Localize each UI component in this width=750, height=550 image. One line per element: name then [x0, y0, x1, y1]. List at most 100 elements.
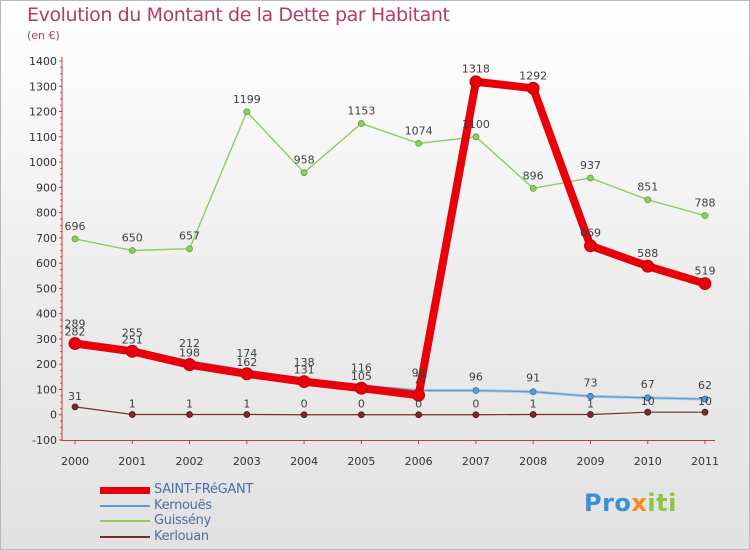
data-label-kernoues-2006: 96	[412, 366, 426, 379]
data-point-guisseny-2006	[415, 139, 423, 147]
chart-subtitle: (en €)	[27, 29, 60, 42]
data-label-kernoues-2009: 73	[583, 376, 597, 389]
legend-label-kerlouan: Kerlouan	[154, 529, 209, 544]
data-label-kerlouan-2011: 10	[698, 395, 712, 408]
data-label-saint-fregant-2010: 588	[637, 247, 658, 260]
data-label-saint-fregant-2009: 669	[580, 227, 601, 240]
data-label-kerlouan-2003: 1	[243, 397, 250, 410]
data-point-kerlouan-2011	[701, 408, 709, 416]
data-label-kerlouan-2002: 1	[186, 397, 193, 410]
legend-item-saint-fregant: SAINT-FRéGANT	[100, 482, 340, 500]
data-label-guisseny-2007: 1100	[462, 118, 490, 131]
x-tick-label-2006: 2006	[405, 455, 433, 468]
data-label-saint-fregant-2000: 282	[65, 325, 86, 338]
y-tick-label-900: 900	[36, 181, 57, 194]
legend-swatch-guisseny	[100, 520, 150, 522]
y-tick-label-1300: 1300	[29, 80, 57, 93]
data-point-saint-fregant-2009	[584, 239, 597, 253]
data-label-kerlouan-2008: 1	[530, 397, 537, 410]
x-tick-label-2009: 2009	[576, 455, 604, 468]
data-label-saint-fregant-2007: 1318	[462, 63, 490, 76]
data-point-saint-fregant-2010	[641, 259, 655, 273]
data-label-guisseny-2003: 1199	[233, 93, 261, 106]
data-label-kerlouan-2009: 1	[587, 397, 594, 410]
x-tick-label-2007: 2007	[462, 455, 490, 468]
data-point-guisseny-2003	[243, 108, 251, 116]
y-tick-label-500: 500	[36, 282, 57, 295]
data-label-guisseny-2000: 696	[65, 220, 86, 233]
y-tick-label-0: 0	[50, 409, 57, 422]
data-point-saint-fregant-2003	[240, 367, 254, 381]
data-point-kernoues-2009	[587, 392, 594, 400]
x-tick-label-2010: 2010	[634, 455, 662, 468]
legend-label-guisseny: Guissény	[154, 513, 212, 528]
x-tick-label-2005: 2005	[347, 455, 375, 468]
series-line-saint-fregant	[71, 77, 709, 400]
data-label-saint-fregant-2004: 131	[294, 364, 315, 377]
legend-swatch-kerlouan	[100, 536, 150, 538]
y-tick-label-1100: 1100	[29, 131, 57, 144]
y-tick-label-800: 800	[36, 207, 57, 220]
x-tick-label-2011: 2011	[691, 455, 719, 468]
data-label-kernoues-2010: 67	[641, 378, 655, 391]
data-label-kernoues-2000: 289	[65, 318, 86, 331]
data-point-saint-fregant-2011	[698, 277, 712, 290]
data-label-saint-fregant-2005: 105	[351, 370, 372, 383]
data-point-guisseny-2010	[644, 196, 652, 204]
proxiti-logo: Proxiti	[584, 489, 677, 517]
y-tick-label-700: 700	[36, 232, 57, 245]
x-tick-label-2008: 2008	[519, 455, 547, 468]
data-label-saint-fregant-2011: 519	[695, 265, 716, 278]
data-label-guisseny-2008: 896	[523, 169, 544, 182]
data-point-guisseny-2001	[128, 247, 136, 254]
data-label-guisseny-2005: 1153	[347, 104, 375, 117]
y-tick-label-300: 300	[36, 333, 57, 346]
data-label-kerlouan-2000: 31	[68, 390, 82, 403]
data-label-saint-fregant-2008: 1292	[519, 69, 547, 82]
data-label-saint-fregant-2003: 162	[236, 356, 257, 369]
data-point-kernoues-2010	[644, 394, 652, 402]
data-point-saint-fregant-2006	[412, 388, 426, 402]
data-point-kerlouan-2009	[587, 411, 594, 418]
x-tick-label-2004: 2004	[290, 455, 318, 468]
data-point-saint-fregant-2005	[354, 381, 368, 395]
data-point-saint-fregant-2000	[68, 337, 82, 350]
data-label-saint-fregant-2006: 77	[414, 373, 428, 386]
data-label-kernoues-2008: 91	[526, 372, 540, 385]
x-tick-label-2003: 2003	[233, 455, 261, 468]
data-point-kerlouan-2008	[529, 411, 537, 418]
legend-label-saint-fregant: SAINT-FRéGANT	[154, 482, 254, 497]
data-point-kerlouan-2001	[128, 411, 136, 418]
data-label-kerlouan-2001: 1	[129, 397, 136, 410]
x-tick-label-2001: 2001	[118, 455, 146, 468]
legend-item-kerlouan: Kerlouan	[100, 529, 340, 547]
data-label-guisseny-2006: 1074	[405, 124, 433, 137]
y-tick-label--100: -100	[32, 434, 57, 447]
y-tick-label-400: 400	[36, 308, 57, 321]
data-label-kernoues-2005: 116	[351, 361, 372, 374]
legend-swatch-kernoues	[100, 505, 150, 507]
data-label-kernoues-2001: 255	[122, 326, 143, 339]
data-label-kerlouan-2010: 10	[641, 395, 655, 408]
y-tick-label-1400: 1400	[29, 55, 57, 68]
series-line-guisseny	[74, 111, 706, 252]
y-tick-label-1200: 1200	[29, 106, 57, 119]
data-point-kerlouan-2000	[71, 403, 79, 411]
data-point-kernoues-2007	[472, 387, 480, 394]
data-label-kerlouan-2006: 0	[415, 398, 422, 411]
data-label-guisseny-2011: 788	[695, 197, 716, 210]
data-label-kerlouan-2007: 0	[472, 398, 479, 411]
data-point-kerlouan-2006	[415, 411, 423, 419]
data-label-guisseny-2009: 937	[580, 159, 601, 172]
data-label-guisseny-2010: 851	[637, 181, 658, 194]
y-tick-label-100: 100	[36, 383, 57, 396]
chart-title: Evolution du Montant de la Dette par Hab…	[27, 4, 450, 26]
data-label-kernoues-2002: 212	[179, 337, 200, 350]
y-tick-label-600: 600	[36, 257, 57, 270]
y-tick-label-1000: 1000	[29, 156, 57, 169]
x-tick-label-2002: 2002	[176, 455, 204, 468]
data-point-guisseny-2004	[300, 169, 308, 177]
legend-item-guisseny: Guissény	[100, 513, 340, 531]
data-label-kernoues-2004: 138	[294, 356, 315, 369]
